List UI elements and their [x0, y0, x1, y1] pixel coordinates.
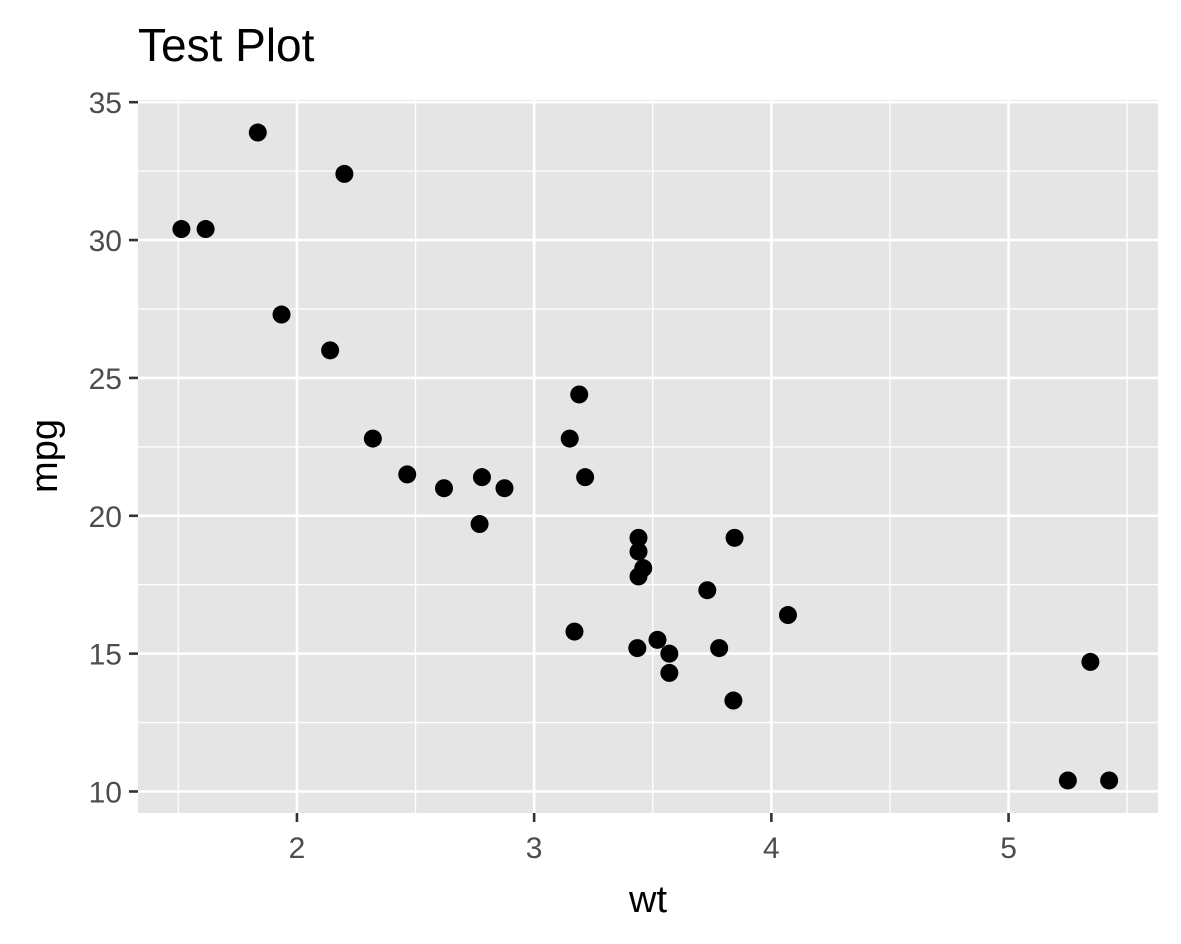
data-point [196, 220, 215, 239]
data-point [724, 691, 743, 710]
data-point [778, 606, 797, 625]
x-tick-label: 4 [763, 832, 780, 865]
minor-gridlines [138, 100, 1158, 813]
data-point [495, 479, 514, 498]
y-tick-label: 25 [89, 363, 122, 396]
data-point [172, 220, 191, 239]
data-point [629, 542, 648, 561]
data-point [560, 429, 579, 448]
plot-panel [138, 100, 1158, 813]
data-point [565, 622, 584, 641]
data-point [1058, 771, 1077, 790]
data-point [660, 644, 679, 663]
data-point [272, 305, 291, 324]
data-point [648, 630, 667, 649]
y-tick-label: 30 [89, 225, 122, 258]
data-point [725, 528, 744, 547]
y-tick-label: 10 [89, 776, 122, 809]
data-point [470, 515, 489, 534]
y-axis-title: mpg [24, 419, 66, 493]
x-tick-label: 5 [1000, 832, 1017, 865]
y-tick-label: 35 [89, 87, 122, 120]
data-point [576, 468, 595, 487]
data-point [629, 567, 648, 586]
x-axis: 2 3 4 5 [289, 813, 1017, 865]
data-point [570, 385, 589, 404]
x-tick-label: 3 [526, 832, 543, 865]
data-point [248, 123, 267, 142]
data-point [363, 429, 382, 448]
chart-title: Test Plot [138, 19, 315, 71]
data-point [698, 581, 717, 600]
data-point [710, 639, 729, 658]
data-point [472, 468, 491, 487]
y-tick-label: 15 [89, 639, 122, 672]
major-gridlines [138, 100, 1158, 813]
y-axis: 10 15 20 25 30 35 [89, 87, 138, 809]
y-tick-label: 20 [89, 501, 122, 534]
data-point [335, 164, 354, 183]
data-point [321, 341, 340, 360]
x-tick-label: 2 [289, 832, 306, 865]
data-point [628, 639, 647, 658]
data-point [1081, 652, 1100, 671]
data-points [172, 123, 1119, 790]
data-point [398, 465, 417, 484]
x-axis-title: wt [628, 879, 667, 921]
data-point [1100, 771, 1119, 790]
data-point [435, 479, 453, 498]
data-point [629, 528, 648, 547]
data-point [660, 663, 679, 682]
